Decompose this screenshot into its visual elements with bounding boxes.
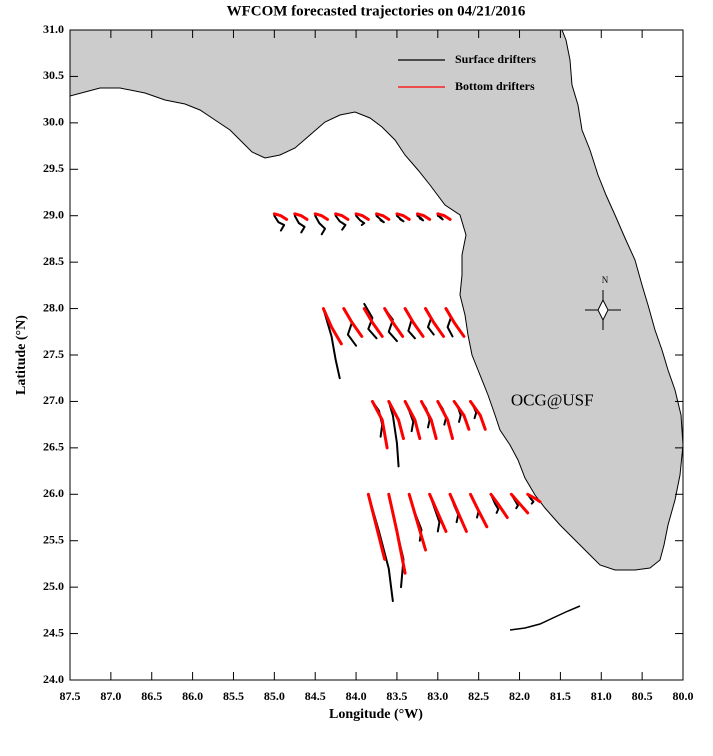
legend-label: Surface drifters	[455, 52, 536, 66]
compass-label: N	[602, 275, 609, 285]
trajectory-line	[272, 212, 542, 575]
land	[69, 29, 684, 571]
y-tick-label: 30.0	[43, 115, 64, 129]
y-tick-label: 29.5	[43, 161, 64, 175]
x-tick-label: 87.0	[100, 689, 121, 703]
x-tick-label: 87.5	[60, 689, 81, 703]
x-axis-title: Longitude (°W)	[329, 707, 423, 722]
y-tick-label: 28.5	[43, 254, 64, 268]
x-tick-label: 85.0	[264, 689, 285, 703]
y-tick-label: 25.0	[43, 579, 64, 593]
x-tick-label: 84.5	[305, 689, 326, 703]
y-tick-label: 26.5	[43, 440, 64, 454]
y-tick-label: 27.0	[43, 393, 64, 407]
x-tick-label: 84.0	[346, 689, 367, 703]
x-tick-label: 86.0	[182, 689, 203, 703]
x-tick-label: 81.5	[550, 689, 571, 703]
tracks	[272, 212, 542, 603]
y-tick-label: 25.5	[43, 532, 64, 546]
x-tick-label: 83.5	[386, 689, 407, 703]
x-tick-label: 80.5	[632, 689, 653, 703]
compass	[585, 290, 621, 330]
x-tick-label: 82.0	[509, 689, 530, 703]
x-tick-label: 85.5	[223, 689, 244, 703]
y-tick-label: 29.0	[43, 207, 64, 221]
y-tick-label: 24.5	[43, 625, 64, 639]
y-axis-title: Latitude (°N)	[14, 315, 29, 395]
chart-title: WFCOM forecasted trajectories on 04/21/2…	[227, 3, 526, 19]
y-tick-label: 28.0	[43, 300, 64, 314]
compass-rose	[597, 298, 609, 322]
x-tick-label: 86.5	[141, 689, 162, 703]
y-tick-label: 31.0	[43, 22, 64, 36]
x-tick-label: 80.0	[673, 689, 694, 703]
x-tick-label: 82.5	[468, 689, 489, 703]
y-tick-label: 30.5	[43, 68, 64, 82]
x-tick-label: 81.0	[591, 689, 612, 703]
legend-label: Bottom drifters	[455, 79, 535, 93]
keys	[509, 605, 581, 631]
y-tick-label: 27.5	[43, 347, 64, 361]
y-tick-label: 24.0	[43, 672, 64, 686]
y-tick-label: 26.0	[43, 486, 64, 500]
annotation: OCG@USF	[511, 390, 594, 409]
x-tick-label: 83.0	[427, 689, 448, 703]
